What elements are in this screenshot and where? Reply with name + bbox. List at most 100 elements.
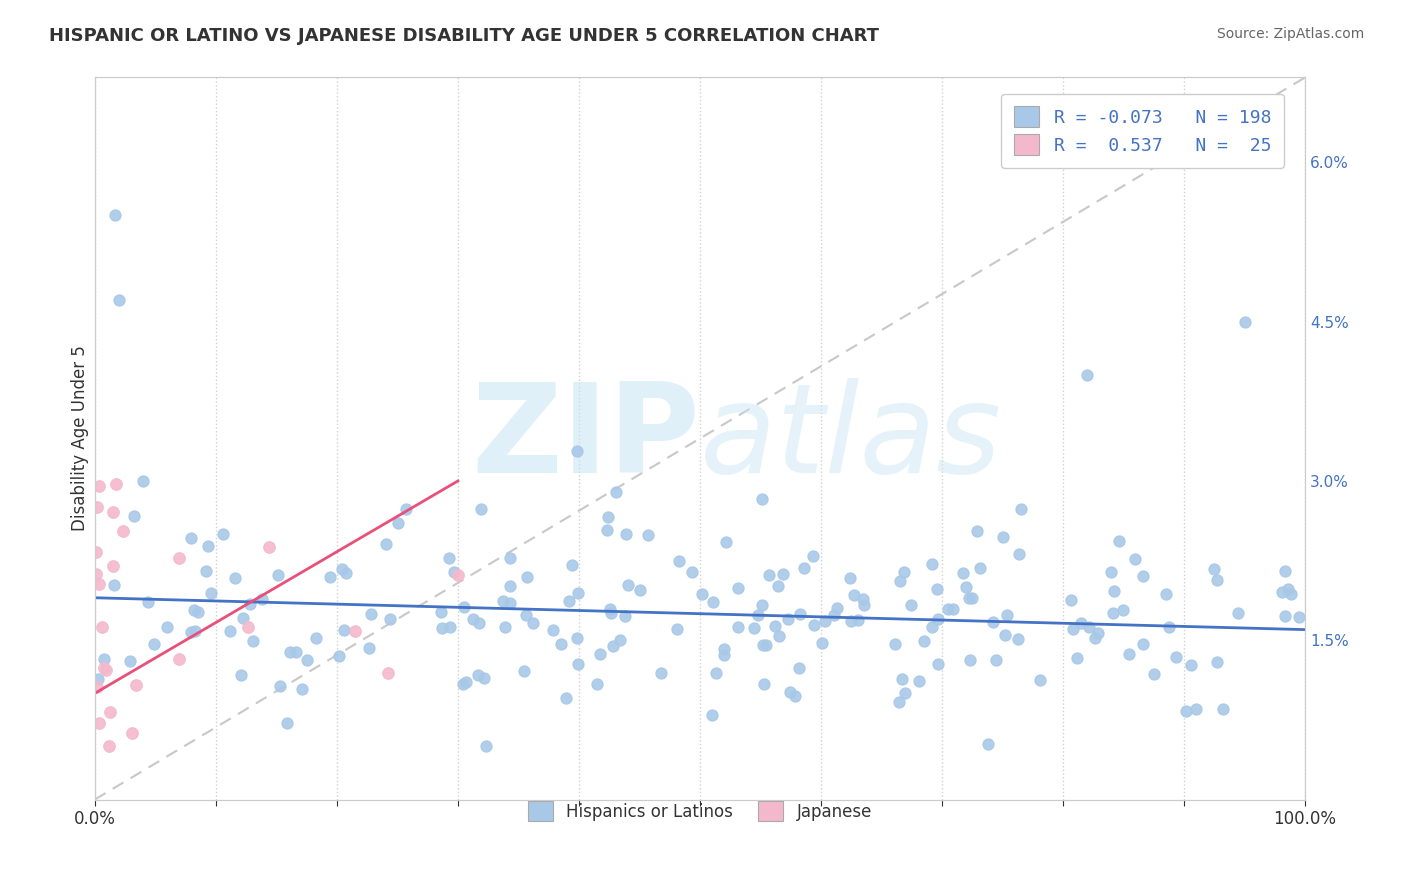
Point bbox=[959, 653, 981, 667]
Point bbox=[1233, 315, 1256, 329]
Point bbox=[1108, 534, 1130, 549]
Point bbox=[960, 591, 983, 605]
Point bbox=[156, 620, 179, 634]
Point bbox=[212, 526, 235, 541]
Point bbox=[499, 596, 522, 610]
Point bbox=[187, 605, 209, 619]
Point bbox=[1185, 702, 1208, 716]
Point bbox=[224, 571, 246, 585]
Point bbox=[599, 601, 621, 615]
Point bbox=[609, 633, 631, 648]
Point bbox=[751, 492, 773, 507]
Point bbox=[1084, 631, 1107, 645]
Point bbox=[112, 524, 135, 539]
Point bbox=[305, 631, 328, 645]
Point bbox=[567, 586, 589, 600]
Point bbox=[602, 639, 624, 653]
Point bbox=[451, 676, 474, 690]
Point bbox=[375, 536, 398, 550]
Point bbox=[811, 636, 834, 650]
Point bbox=[474, 739, 496, 754]
Point bbox=[1271, 585, 1294, 599]
Point bbox=[1279, 586, 1302, 600]
Point bbox=[936, 601, 959, 615]
Point bbox=[941, 602, 963, 616]
Point bbox=[93, 661, 115, 675]
Point bbox=[136, 595, 159, 609]
Point bbox=[814, 615, 837, 629]
Point bbox=[232, 611, 254, 625]
Point bbox=[236, 620, 259, 634]
Point bbox=[700, 707, 723, 722]
Point bbox=[981, 615, 1004, 629]
Point bbox=[180, 532, 202, 546]
Point bbox=[84, 567, 107, 582]
Point bbox=[197, 539, 219, 553]
Point bbox=[894, 686, 917, 700]
Point bbox=[1159, 620, 1181, 634]
Point bbox=[955, 580, 977, 594]
Point bbox=[98, 705, 121, 719]
Point bbox=[565, 444, 588, 458]
Point bbox=[789, 607, 811, 621]
Point bbox=[665, 622, 688, 636]
Point bbox=[681, 565, 703, 579]
Point bbox=[744, 621, 766, 635]
Point bbox=[1274, 565, 1296, 579]
Point bbox=[543, 624, 565, 638]
Point bbox=[927, 612, 949, 626]
Point bbox=[1288, 610, 1310, 624]
Point bbox=[1029, 673, 1052, 687]
Point bbox=[108, 293, 131, 308]
Text: Source: ZipAtlas.com: Source: ZipAtlas.com bbox=[1216, 27, 1364, 41]
Point bbox=[598, 510, 620, 524]
Point bbox=[1164, 650, 1187, 665]
Point bbox=[614, 609, 637, 624]
Point bbox=[690, 586, 713, 600]
Point bbox=[494, 620, 516, 634]
Point bbox=[84, 545, 107, 559]
Point bbox=[1132, 637, 1154, 651]
Point bbox=[588, 648, 610, 662]
Point bbox=[921, 557, 943, 571]
Point bbox=[430, 621, 453, 635]
Point bbox=[1112, 603, 1135, 617]
Point bbox=[853, 599, 876, 613]
Point bbox=[470, 502, 492, 516]
Point bbox=[167, 652, 190, 666]
Point bbox=[848, 613, 870, 627]
Point bbox=[912, 633, 935, 648]
Point bbox=[86, 500, 108, 514]
Point bbox=[378, 612, 401, 626]
Point bbox=[727, 581, 749, 595]
Point bbox=[252, 591, 274, 606]
Point bbox=[103, 578, 125, 592]
Point bbox=[713, 648, 735, 662]
Point bbox=[1076, 368, 1098, 382]
Point bbox=[779, 684, 801, 698]
Point bbox=[105, 477, 128, 491]
Point bbox=[1062, 622, 1084, 636]
Point bbox=[87, 577, 110, 591]
Point bbox=[565, 631, 588, 645]
Point bbox=[842, 588, 865, 602]
Point bbox=[142, 637, 165, 651]
Point bbox=[1078, 620, 1101, 634]
Point bbox=[120, 654, 142, 668]
Point bbox=[87, 672, 110, 686]
Point bbox=[823, 608, 845, 623]
Point bbox=[751, 598, 773, 612]
Text: ZIP: ZIP bbox=[471, 378, 700, 499]
Point bbox=[430, 606, 453, 620]
Point bbox=[167, 550, 190, 565]
Point bbox=[969, 561, 991, 575]
Point bbox=[839, 615, 862, 629]
Point bbox=[995, 608, 1018, 623]
Point bbox=[755, 638, 778, 652]
Point bbox=[747, 608, 769, 623]
Point bbox=[893, 566, 915, 580]
Point bbox=[492, 594, 515, 608]
Point bbox=[498, 550, 520, 565]
Point bbox=[586, 676, 609, 690]
Point bbox=[752, 638, 775, 652]
